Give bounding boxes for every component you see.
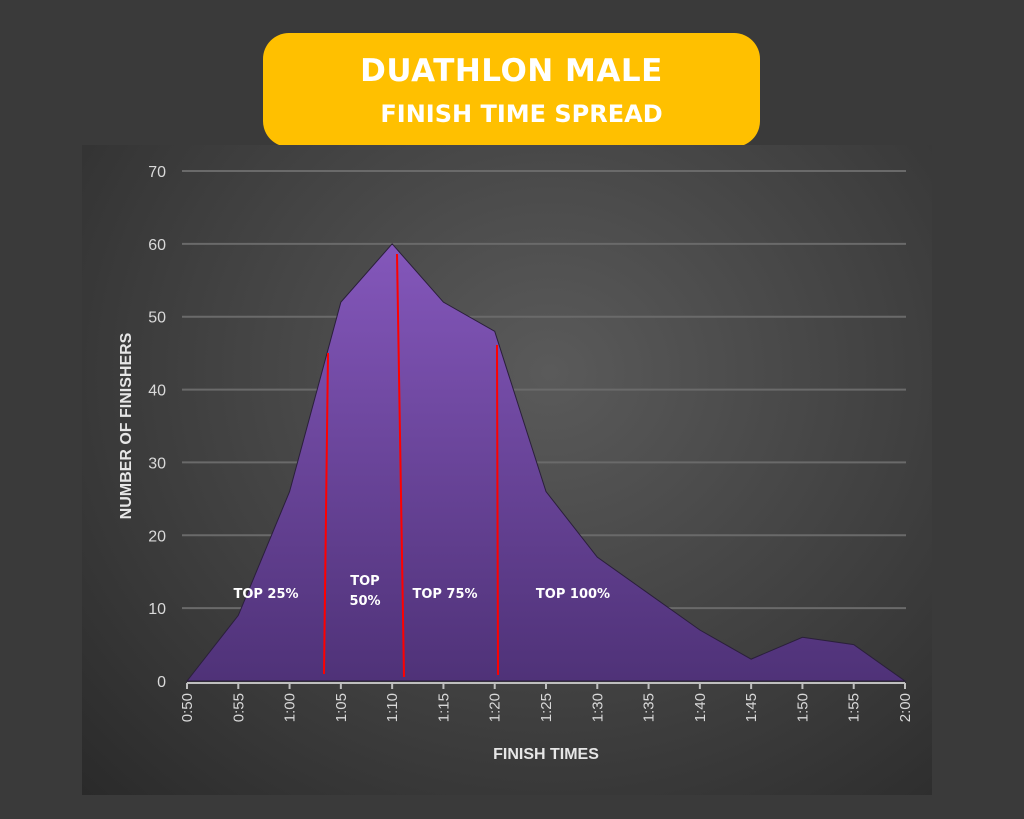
chart-subtitle: FINISH TIME SPREAD [380,100,663,128]
x-tick-label: 1:00 [282,693,299,722]
x-tick-label: 1:55 [846,693,863,722]
area-series [185,243,907,682]
x-tick-label: 1:35 [641,693,658,722]
x-tick-label: 2:00 [897,693,914,722]
y-tick-label: 70 [148,164,166,181]
x-tick-label: 1:25 [538,693,555,722]
y-tick-label: 30 [148,455,166,472]
x-tick-label: 1:10 [384,693,401,722]
y-axis-label: NUMBER OF FINISHERS [118,332,135,519]
quartile-annotation: TOP 75% [412,587,477,602]
chart-title: DUATHLON MALE [360,53,663,89]
quartile-divider-line [496,344,499,676]
x-tick-label: 0:55 [230,693,247,722]
quartile-divider-line [396,253,405,678]
quartile-annotation: TOP 25% [233,587,298,602]
x-tick-label: 1:20 [487,693,504,722]
y-tick-label: 40 [148,383,166,400]
y-tick-label: 10 [148,601,166,618]
x-axis-label: FINISH TIMES [493,746,599,763]
x-tick-label: 1:05 [333,693,350,722]
quartile-divider-line [323,352,329,675]
y-tick-label: 50 [148,310,166,327]
y-tick-label: 0 [157,674,166,691]
chart-title-banner: DUATHLON MALE FINISH TIME SPREAD [263,33,760,147]
x-tick-label: 1:30 [589,693,606,722]
quartile-annotation: TOP [350,574,379,589]
quartile-annotation: 50% [349,594,380,609]
quartile-annotation: TOP 100% [536,587,610,602]
x-tick-label: 1:50 [794,693,811,722]
x-tick-label: 1:45 [743,693,760,722]
x-tick-label: 1:15 [435,693,452,722]
y-tick-label: 60 [148,237,166,254]
y-tick-label: 20 [148,528,166,545]
x-tick-label: 1:40 [692,693,709,722]
x-tick-label: 0:50 [179,693,196,722]
